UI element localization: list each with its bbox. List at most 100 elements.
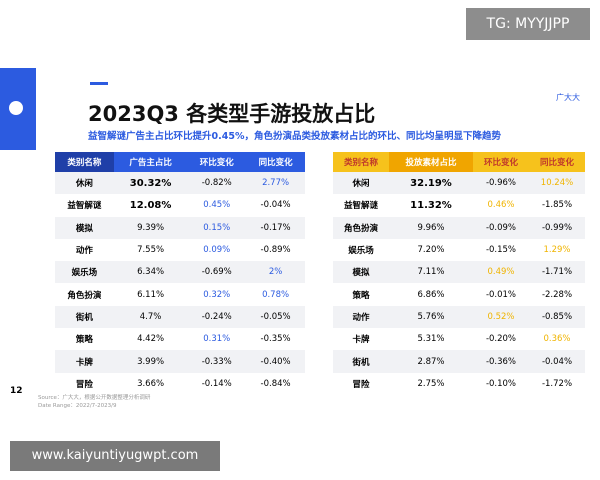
cell: -0.35% — [260, 334, 291, 345]
cell: -0.33% — [187, 350, 247, 373]
cell: 5.31% — [417, 334, 445, 345]
accent — [90, 82, 108, 85]
row: 冒险 2.75% -0.10% -1.72% — [333, 373, 585, 395]
cell: -2.28% — [541, 289, 573, 300]
cell: 6.34% — [113, 261, 188, 284]
cell: 休闲 — [333, 172, 389, 195]
row: 休闲 32.19% -0.96% 10.24% — [333, 172, 585, 195]
cell: 0.32% — [203, 289, 231, 300]
row: 娱乐场 6.34% -0.69% 2% — [55, 261, 305, 284]
cell: 策略 — [352, 290, 370, 301]
table: 类别名称 投放素材占比 环比变化 同比变化 休闲 32.19% -0.96% 10.24% 益智… — [333, 152, 585, 395]
cell: 冒险 — [352, 379, 370, 390]
title: 2023Q3 各类型手游投放占比 — [88, 102, 376, 126]
watermark: TG: MYYJJPP — [466, 8, 590, 40]
cell: 9.96% — [389, 216, 473, 239]
row: 休闲 30.32% -0.82% 2.77% — [55, 172, 305, 195]
row: 娱乐场 7.20% -0.15% 1.29% — [333, 239, 585, 261]
cell: 5.76% — [389, 305, 473, 329]
cell: 娱乐场 — [348, 246, 374, 257]
cell: 11.32% — [410, 199, 452, 211]
cell: -0.36% — [472, 350, 529, 373]
row: 模拟 7.11% 0.49% -1.71% — [333, 261, 585, 284]
cell: -0.05% — [246, 305, 305, 329]
cell: 2% — [246, 261, 305, 284]
cell: 0.31% — [203, 334, 231, 345]
row: 动作 5.76% 0.52% -0.85% — [333, 305, 585, 329]
column-header: 类别名称 — [333, 152, 389, 172]
cell: -0.14% — [201, 378, 232, 389]
cell: 7.20% — [417, 245, 445, 256]
cell: 0.45% — [203, 200, 231, 211]
cell: 3.66% — [137, 378, 165, 389]
cell: -1.72% — [541, 378, 573, 389]
cell: 0.49% — [472, 261, 529, 284]
table: 类别名称 广告主占比 环比变化 同比变化 休闲 30.32% -0.82% 2.77% 益智解谜… — [55, 152, 305, 395]
logo: 广大大 — [556, 93, 580, 102]
cell: -0.85% — [528, 305, 585, 329]
cell: -0.82% — [187, 172, 247, 195]
cell: -0.69% — [187, 261, 247, 284]
column-header: 环比变化 — [187, 152, 247, 172]
cell: 动作 — [75, 246, 93, 257]
cell: 街机 — [55, 305, 114, 329]
cell: 30.32% — [113, 172, 188, 195]
cell: 模拟 — [333, 261, 389, 284]
cell: -0.96% — [472, 172, 529, 195]
column-header: 同比变化 — [246, 152, 305, 172]
column-header: 投放素材占比 — [389, 152, 473, 172]
source: Source：广大大，根据公开数据整理分析调研 Date Range：2022/7… — [38, 394, 150, 410]
cell: 策略 — [75, 335, 93, 346]
header-row: 类别名称 广告主占比 环比变化 同比变化 — [55, 152, 305, 172]
cell: 9.39% — [113, 216, 188, 239]
header-row: 类别名称 投放素材占比 环比变化 同比变化 — [333, 152, 585, 172]
row: 角色扮演 6.11% 0.32% 0.78% — [55, 283, 305, 305]
cell: 0.52% — [472, 305, 529, 329]
cell: -0.04% — [260, 200, 291, 211]
column-header: 同比变化 — [528, 152, 585, 172]
cell: 益智解谜 — [343, 201, 378, 212]
cell: 6.11% — [137, 289, 165, 300]
cell: -0.84% — [260, 378, 291, 389]
row: 策略 4.42% 0.31% -0.35% — [55, 328, 305, 350]
row: 卡牌 3.99% -0.33% -0.40% — [55, 350, 305, 373]
cell: 休闲 — [55, 172, 114, 195]
cell: 娱乐场 — [55, 261, 114, 284]
row: 角色扮演 9.96% -0.09% -0.99% — [333, 216, 585, 239]
cell: 角色扮演 — [333, 216, 389, 239]
cell: 卡牌 — [352, 335, 370, 346]
row: 策略 6.86% -0.01% -2.28% — [333, 283, 585, 305]
cell: 7.55% — [137, 245, 165, 256]
row: 街机 2.87% -0.36% -0.04% — [333, 350, 585, 373]
cell: 4.7% — [113, 305, 188, 329]
page-number: 12 — [10, 386, 23, 396]
cell: 0.09% — [203, 245, 231, 256]
cell: 0.15% — [187, 216, 247, 239]
cell: -0.09% — [472, 216, 529, 239]
cell: 模拟 — [55, 216, 114, 239]
cell: 卡牌 — [55, 350, 114, 373]
cell: -0.40% — [246, 350, 305, 373]
cell: 益智解谜 — [67, 201, 102, 212]
cell: 3.99% — [113, 350, 188, 373]
cell: 2.87% — [389, 350, 473, 373]
cell: 2.75% — [417, 378, 445, 389]
row: 卡牌 5.31% -0.20% 0.36% — [333, 328, 585, 350]
column-header: 广告主占比 — [113, 152, 188, 172]
cell: 12.08% — [129, 199, 172, 211]
row: 益智解谜 11.32% 0.46% -1.85% — [333, 194, 585, 216]
cell: 0.46% — [487, 200, 515, 211]
cell: -0.89% — [260, 245, 291, 256]
cell: -1.71% — [528, 261, 585, 284]
column-header: 环比变化 — [472, 152, 529, 172]
column-header: 类别名称 — [55, 152, 114, 172]
cell: 角色扮演 — [67, 290, 102, 301]
cell: -0.01% — [485, 289, 517, 300]
row: 模拟 9.39% 0.15% -0.17% — [55, 216, 305, 239]
cell: 街机 — [333, 350, 389, 373]
cell: 7.11% — [389, 261, 473, 284]
date-range: Date Range：2022/7-2023/9 — [38, 403, 117, 409]
cell: -0.24% — [187, 305, 247, 329]
cell: 32.19% — [389, 172, 473, 195]
